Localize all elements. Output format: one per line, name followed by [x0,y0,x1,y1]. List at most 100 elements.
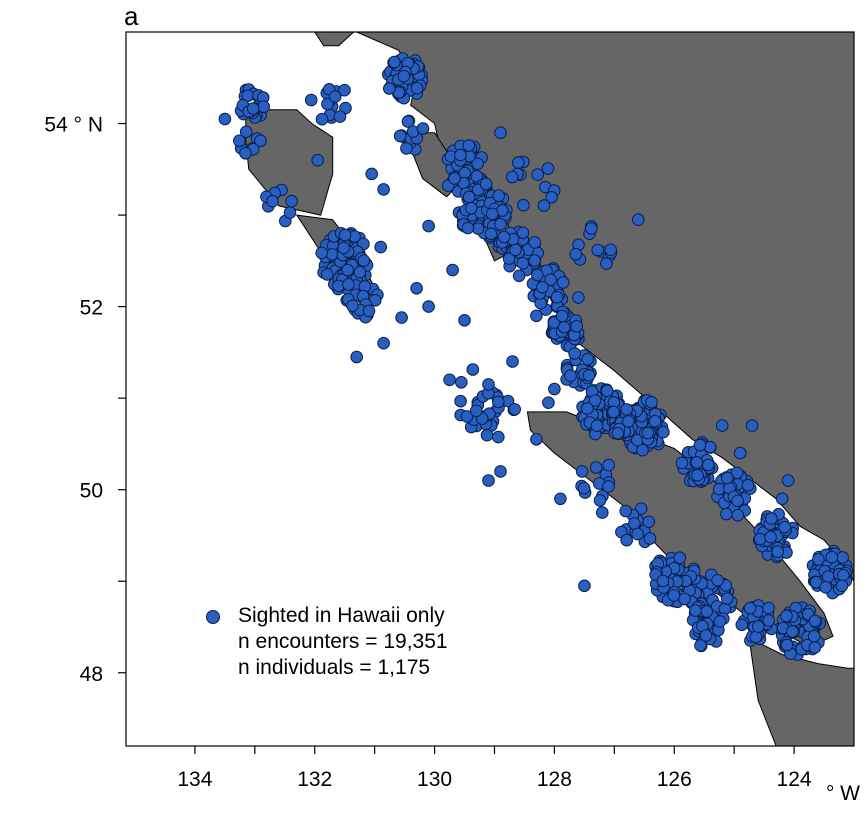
legend-entry: Sighted in Hawaii only [206,603,448,629]
sighting-point [570,320,584,333]
sighting-points-layer [218,52,854,661]
sighting-point [550,291,564,304]
sighting-point [461,221,475,235]
sighting-point [836,551,850,564]
sighting-point [470,404,483,418]
sighting-point [703,440,717,454]
sighting-point [502,252,516,265]
sighting-point [374,240,388,254]
sighting-point [690,456,704,469]
sighting-point [528,254,542,267]
sighting-point [304,93,318,107]
sighting-point [446,263,459,277]
sighting-point [410,81,424,95]
sighting-point [656,574,670,588]
sighting-point [246,102,260,115]
sighting-point [693,438,707,452]
sighting-point [636,443,649,457]
sighting-point [218,112,232,126]
sighting-point [528,236,542,249]
sighting-point [556,276,570,289]
sighting-point [350,350,364,364]
sighting-point [455,376,468,389]
sighting-point [545,191,558,204]
sighting-point [266,194,279,208]
sighting-point [780,638,794,652]
sighting-point [362,304,376,318]
sighting-point [388,55,401,69]
sighting-point [741,478,755,492]
panel-label: a [124,1,139,31]
sighting-point [585,222,598,235]
sighting-point [531,268,544,282]
sighting-point [338,83,351,97]
sighting-point [749,630,763,644]
sighting-point [377,336,390,350]
sighting-point [492,395,505,409]
x-tick-label: 132 [297,768,332,791]
sighting-point [357,254,371,267]
sighting-point [642,515,656,529]
sighting-point [699,629,713,642]
sighting-point [462,190,476,204]
sighting-point [544,273,558,287]
sighting-point [454,148,467,162]
sighting-point [780,609,793,623]
sighting-point [315,246,329,260]
sighting-point [517,198,530,212]
sighting-point [569,248,583,261]
sighting-point [771,545,785,559]
sighting-point [593,494,607,507]
sighting-point [484,227,498,241]
sighting-point [715,419,729,432]
sighting-point [542,396,555,410]
sighting-point [530,309,543,323]
sighting-point [254,134,267,148]
sighting-point [422,219,435,233]
sighting-point [745,419,759,432]
y-tick-label: 48 [80,663,103,686]
sighting-point [548,382,561,396]
sighting-point [337,241,351,255]
sighting-point [581,402,594,415]
sighting-point [607,405,620,419]
sighting-point [512,156,525,169]
sighting-point [837,568,850,582]
sighting-point [735,618,749,632]
sighting-point [338,228,352,242]
sighting-point [821,570,835,583]
sighting-point [416,122,430,135]
sighting-point [786,625,799,638]
sighting-point [509,243,522,257]
sighting-point [492,189,506,202]
sighting-point [620,403,633,416]
sighting-point [733,446,747,460]
sighting-point [494,465,507,478]
sighting-point [600,384,614,398]
sighting-point [537,199,551,212]
sighting-point [825,550,839,564]
sighting-point [604,243,618,257]
sighting-point [634,502,648,516]
sighting-point [365,167,379,181]
sighting-point [578,579,591,593]
sighting-point [812,553,825,566]
sighting-point [678,592,691,606]
sighting-point [470,170,484,183]
sighting-point [239,147,252,160]
sighting-point [512,269,526,283]
sighting-point [577,481,591,495]
sighting-point [516,257,530,270]
sighting-point [743,601,757,615]
sighting-point [588,394,602,407]
sighting-point [458,314,471,327]
sighting-point [778,521,792,534]
sighting-point [628,517,641,530]
sighting-point [505,170,519,184]
sighting-point [239,125,253,139]
sighting-point [233,134,246,148]
sighting-point [465,202,478,215]
sighting-point [400,142,413,155]
sighting-point [333,110,347,123]
